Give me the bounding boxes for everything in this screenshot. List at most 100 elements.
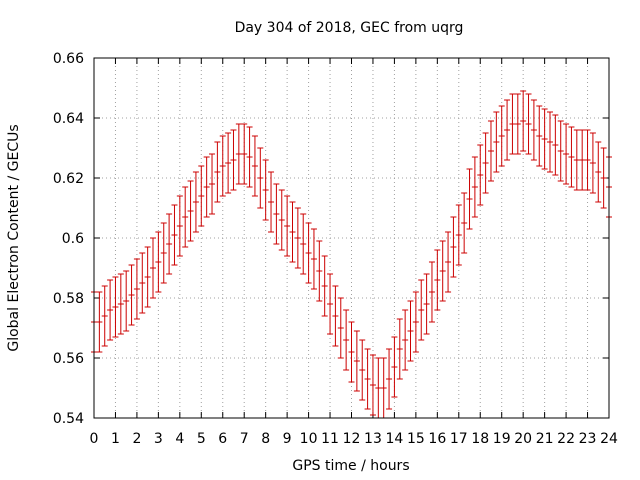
data-point	[160, 222, 167, 284]
y-axis-ticks: 0.54 0.56 0.58 0.6 0.62 0.64 0.66	[53, 51, 609, 427]
data-point	[493, 111, 500, 173]
x-tick-label: 21	[536, 431, 554, 447]
x-tick-label: 10	[300, 431, 318, 447]
data-point	[364, 348, 371, 410]
y-tick-label: 0.54	[53, 411, 84, 427]
x-tick-label: 3	[154, 431, 163, 447]
data-point	[375, 357, 382, 419]
data-point	[498, 105, 505, 167]
x-tick-label: 20	[514, 431, 532, 447]
y-tick-label: 0.6	[62, 231, 84, 247]
data-point	[504, 99, 511, 161]
x-tick-label: 14	[386, 431, 404, 447]
data-point	[192, 171, 199, 233]
data-point	[552, 114, 559, 176]
data-point	[273, 183, 280, 245]
data-point	[530, 99, 537, 161]
data-point	[182, 186, 189, 248]
x-tick-label: 4	[175, 431, 184, 447]
data-point	[402, 309, 409, 371]
data-point	[439, 240, 446, 302]
data-point	[225, 132, 232, 194]
data-point	[230, 129, 237, 191]
data-point	[418, 279, 425, 341]
data-point	[246, 126, 253, 188]
data-point	[461, 192, 468, 254]
data-point	[343, 309, 350, 371]
data-point	[466, 168, 473, 230]
data-point	[589, 132, 596, 194]
data-point	[214, 141, 221, 203]
data-point	[423, 273, 430, 335]
x-axis-ticks: 0 1 2 3 4 5 6 7 8 9 10 11 12 13 14 15 16 17 18 19 20 21 22 23 24	[90, 58, 618, 447]
x-tick-label: 7	[240, 431, 249, 447]
data-point	[139, 252, 146, 314]
data-point	[112, 276, 119, 338]
data-point	[541, 108, 548, 170]
data-point	[305, 222, 312, 284]
data-point	[487, 120, 494, 182]
data-point	[477, 144, 484, 206]
data-point	[434, 249, 441, 311]
data-point	[525, 93, 532, 155]
data-point	[327, 273, 334, 335]
data-point	[155, 231, 162, 293]
x-tick-label: 19	[493, 431, 511, 447]
data-series	[91, 90, 612, 419]
data-point	[337, 297, 344, 359]
data-point	[359, 339, 366, 401]
data-point	[251, 135, 258, 197]
data-point	[278, 189, 285, 251]
data-point	[332, 285, 339, 347]
data-point	[471, 156, 478, 218]
data-point	[520, 90, 527, 152]
data-point	[573, 129, 580, 191]
x-tick-label: 5	[197, 431, 206, 447]
data-point	[284, 195, 291, 257]
data-point	[455, 204, 462, 266]
data-point	[428, 261, 435, 323]
data-point	[407, 300, 414, 362]
data-point	[536, 105, 543, 167]
data-point	[445, 231, 452, 293]
data-point	[219, 135, 226, 197]
x-tick-label: 12	[343, 431, 361, 447]
data-point	[386, 348, 393, 410]
data-point	[101, 285, 108, 347]
data-point	[300, 213, 307, 275]
chart-title: Day 304 of 2018, GEC from uqrg	[235, 20, 464, 36]
data-point	[509, 93, 516, 155]
data-point	[117, 273, 124, 335]
x-tick-label: 8	[261, 431, 270, 447]
data-point	[482, 132, 489, 194]
x-tick-label: 23	[579, 431, 597, 447]
data-point	[316, 240, 323, 302]
data-point	[144, 246, 151, 308]
data-point	[600, 147, 607, 209]
x-tick-label: 15	[407, 431, 425, 447]
data-point	[257, 147, 264, 209]
y-tick-label: 0.56	[53, 351, 84, 367]
x-tick-label: 22	[557, 431, 575, 447]
plot-frame	[93, 57, 610, 419]
data-point	[187, 180, 194, 242]
x-tick-label: 18	[471, 431, 489, 447]
data-point	[310, 228, 317, 290]
y-tick-label: 0.58	[53, 291, 84, 307]
data-point	[412, 291, 419, 353]
data-point	[321, 255, 328, 317]
data-point	[584, 129, 591, 191]
data-point	[262, 159, 269, 221]
data-point	[514, 93, 521, 155]
data-point	[235, 123, 242, 185]
data-point	[150, 237, 157, 299]
data-point	[128, 264, 135, 326]
data-point	[96, 291, 103, 353]
data-point	[348, 321, 355, 383]
data-point	[133, 258, 140, 320]
x-tick-label: 6	[218, 431, 227, 447]
x-tick-label: 16	[428, 431, 446, 447]
x-tick-label: 13	[364, 431, 382, 447]
y-tick-label: 0.66	[53, 51, 84, 67]
